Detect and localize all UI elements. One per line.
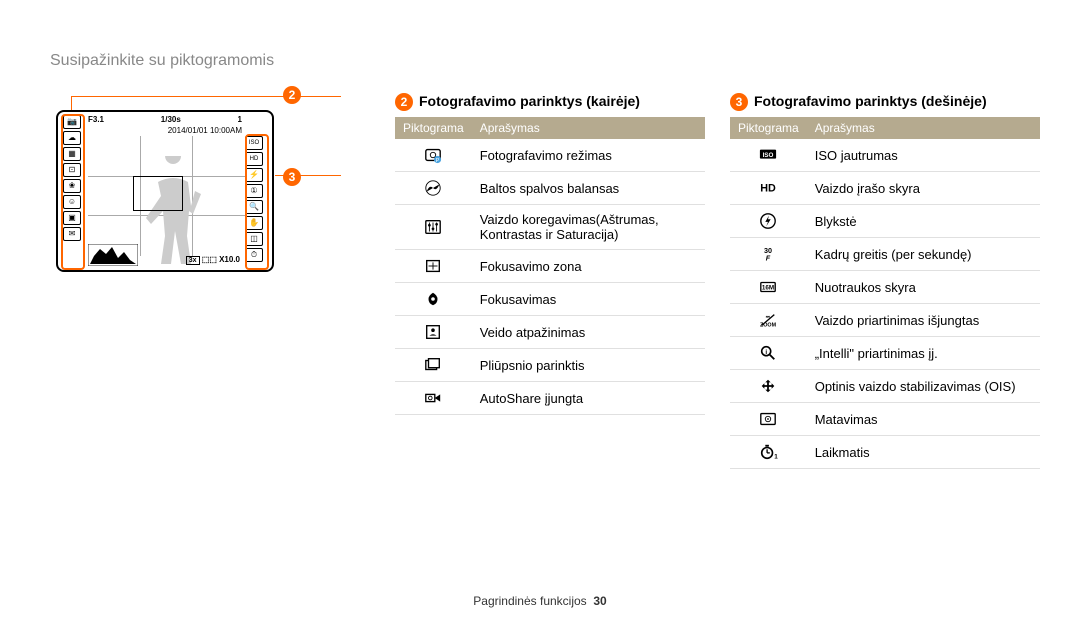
callout-badge-3: 3 (283, 168, 301, 186)
th-icon: Piktograma (730, 117, 807, 139)
burst-icon (395, 349, 472, 382)
table-row: P Fotografavimo režimas (395, 139, 705, 172)
section-2-num: 2 (395, 93, 413, 111)
row-desc: Fotografavimo režimas (472, 139, 705, 172)
page-footer: Pagrindinės funkcijos 30 (0, 594, 1080, 608)
adjust-icon (395, 205, 472, 250)
table-row: Baltos spalvos balansas (395, 172, 705, 205)
row-desc: Nuotraukos skyra (807, 271, 1040, 304)
table-row: Optinis vaizdo stabilizavimas (OIS) (730, 370, 1040, 403)
svg-text:HD: HD (761, 183, 777, 195)
table-row: ISO ISO jautrumas (730, 139, 1040, 172)
page-title: Susipažinkite su piktogramomis (50, 52, 274, 70)
focusarea-icon (395, 250, 472, 283)
cam-date: 2014/01/01 10:00AM (88, 126, 242, 135)
table-row: Fokusavimas (395, 283, 705, 316)
th-desc: Aprašymas (807, 117, 1040, 139)
zoom-icon: ℠ZOOM (730, 304, 807, 337)
callout-badge-2: 2 (283, 86, 301, 104)
mode-icon: P (395, 139, 472, 172)
wb-icon (395, 172, 472, 205)
row-desc: Optinis vaizdo stabilizavimas (OIS) (807, 370, 1040, 403)
footer-page-num: 30 (593, 594, 606, 608)
table-row: 10 Laikmatis (730, 436, 1040, 469)
row-desc: Blykstė (807, 205, 1040, 238)
row-desc: Fokusavimas (472, 283, 705, 316)
table-row: 16M Nuotraukos skyra (730, 271, 1040, 304)
table-row: ℠ZOOMVaizdo priartinimas išjungtas (730, 304, 1040, 337)
svg-text:ISO: ISO (763, 152, 774, 159)
table-row: i „Intelli" priartinimas įj. (730, 337, 1040, 370)
intelli-icon: i (730, 337, 807, 370)
cam-count: 1 (238, 115, 242, 124)
row-desc: Veido atpažinimas (472, 316, 705, 349)
section-3-title: Fotografavimo parinktys (dešinėje) (754, 93, 987, 109)
left-table: Piktograma Aprašymas P Fotografavimo reži… (395, 117, 705, 415)
right-table: Piktograma Aprašymas ISO ISO jautrumas HD V… (730, 117, 1040, 469)
svg-text:10: 10 (775, 454, 779, 461)
iso-icon: ISO (730, 139, 807, 172)
th-desc: Aprašymas (472, 117, 705, 139)
section-2-title: Fotografavimo parinktys (kairėje) (419, 93, 640, 109)
hd-icon: HD (730, 172, 807, 205)
fps-icon: 30F (730, 238, 807, 271)
table-row: AutoShare įjungta (395, 382, 705, 415)
table-row: Fokusavimo zona (395, 250, 705, 283)
face-icon (395, 316, 472, 349)
svg-text:16M: 16M (762, 285, 774, 292)
row-desc: AutoShare įjungta (472, 382, 705, 415)
row-desc: Laikmatis (807, 436, 1040, 469)
row-desc: „Intelli" priartinimas įj. (807, 337, 1040, 370)
cam-aperture: F3.1 (88, 115, 104, 124)
ois-icon (730, 370, 807, 403)
res-icon: 16M (730, 271, 807, 304)
section-3-num: 3 (730, 93, 748, 111)
table-row: Vaizdo koregavimas(Aštrumas, Kontrastas … (395, 205, 705, 250)
section-2: 2 Fotografavimo parinktys (kairėje) Pikto… (395, 93, 705, 415)
table-row: Veido atpažinimas (395, 316, 705, 349)
histogram-icon (88, 244, 138, 266)
table-row: HD Vaizdo įrašo skyra (730, 172, 1040, 205)
meter-icon (730, 403, 807, 436)
section-3: 3 Fotografavimo parinktys (dešinėje) Pikt… (730, 93, 1040, 469)
row-desc: Fokusavimo zona (472, 250, 705, 283)
th-icon: Piktograma (395, 117, 472, 139)
row-desc: Vaizdo įrašo skyra (807, 172, 1040, 205)
flash-icon (730, 205, 807, 238)
table-row: Blykstė (730, 205, 1040, 238)
table-row: Matavimas (730, 403, 1040, 436)
svg-text:F: F (766, 254, 771, 263)
focus-icon (395, 283, 472, 316)
row-desc: Vaizdo priartinimas išjungtas (807, 304, 1040, 337)
row-desc: Matavimas (807, 403, 1040, 436)
row-desc: ISO jautrumas (807, 139, 1040, 172)
table-row: 30FKadrų greitis (per sekundę) (730, 238, 1040, 271)
footer-section: Pagrindinės funkcijos (473, 594, 586, 608)
svg-text:P: P (436, 158, 440, 164)
row-desc: Baltos spalvos balansas (472, 172, 705, 205)
silhouette-icon (143, 156, 203, 266)
svg-text:i: i (766, 349, 768, 356)
table-row: Pliūpsnio parinktis (395, 349, 705, 382)
row-desc: Vaizdo koregavimas(Aštrumas, Kontrastas … (472, 205, 705, 250)
camera-screen-illustration: F3.1 1/30s 1 2014/01/01 10:00AM 📷☁▦⊡ ❀☺▣… (56, 110, 266, 270)
autoshare-icon (395, 382, 472, 415)
timer-icon: 10 (730, 436, 807, 469)
row-desc: Kadrų greitis (per sekundę) (807, 238, 1040, 271)
row-desc: Pliūpsnio parinktis (472, 349, 705, 382)
cam-shutter: 1/30s (161, 115, 181, 124)
